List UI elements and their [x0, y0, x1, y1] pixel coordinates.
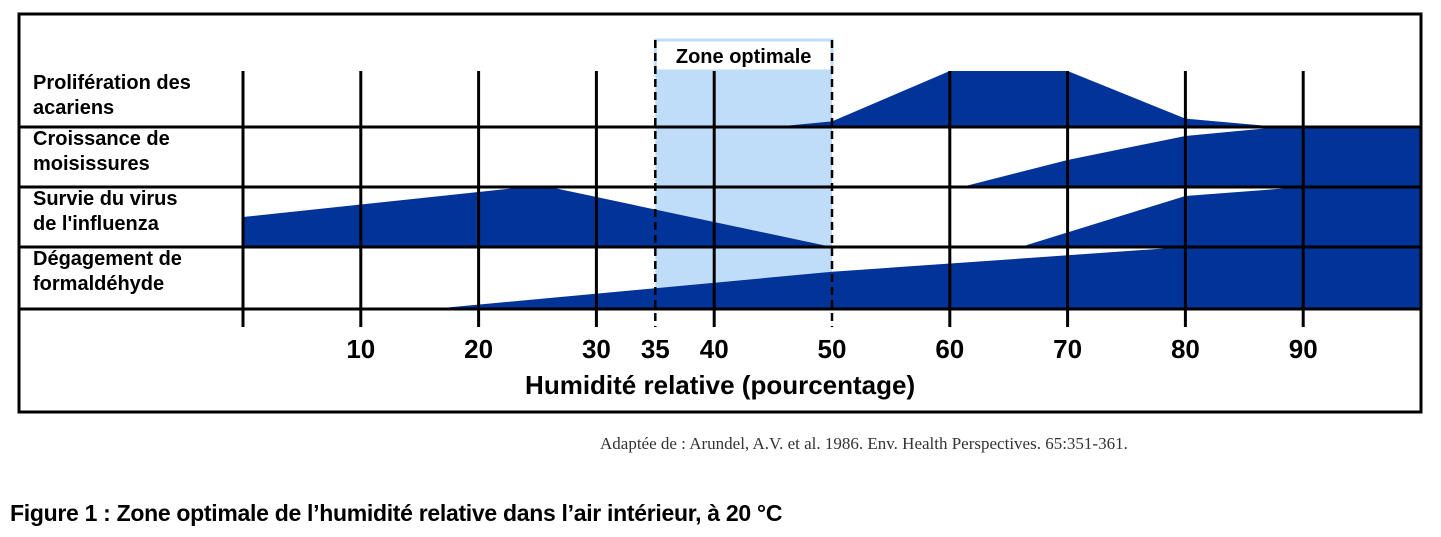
optimal-zone-label-box — [653, 38, 834, 73]
tick-label-50: 50 — [818, 334, 847, 364]
tick-label-30: 30 — [582, 334, 611, 364]
area-series-2 — [961, 127, 1421, 187]
tick-label-80: 80 — [1171, 334, 1200, 364]
tick-label-10: 10 — [346, 334, 375, 364]
tick-label-35: 35 — [641, 334, 670, 364]
row-label-2: Croissance de moisissures — [33, 128, 170, 175]
row-label-4: Dégagement de formaldéhyde — [33, 248, 182, 295]
tick-label-60: 60 — [935, 334, 964, 364]
x-axis-label: Humidité relative (pourcentage) — [525, 370, 915, 400]
source-note: Adaptée de : Arundel, A.V. et al. 1986. … — [600, 434, 1128, 453]
optimal-zone-band — [655, 40, 832, 309]
figure-caption: Figure 1 : Zone optimale de l’humidité r… — [10, 500, 783, 526]
area-series-1 — [773, 71, 1421, 127]
row-label-3: Survie du virus de l'influenza — [33, 188, 178, 235]
row-label-1: Prolifération des acariens — [33, 72, 191, 119]
area-series-4 — [431, 247, 1422, 309]
tick-label-70: 70 — [1053, 334, 1082, 364]
area-series-3 — [243, 187, 1421, 247]
tick-label-90: 90 — [1289, 334, 1318, 364]
tick-label-40: 40 — [700, 334, 729, 364]
optimal-zone-label: Zone optimale — [676, 46, 812, 68]
chart-frame — [17, 12, 1423, 414]
tick-label-20: 20 — [464, 334, 493, 364]
